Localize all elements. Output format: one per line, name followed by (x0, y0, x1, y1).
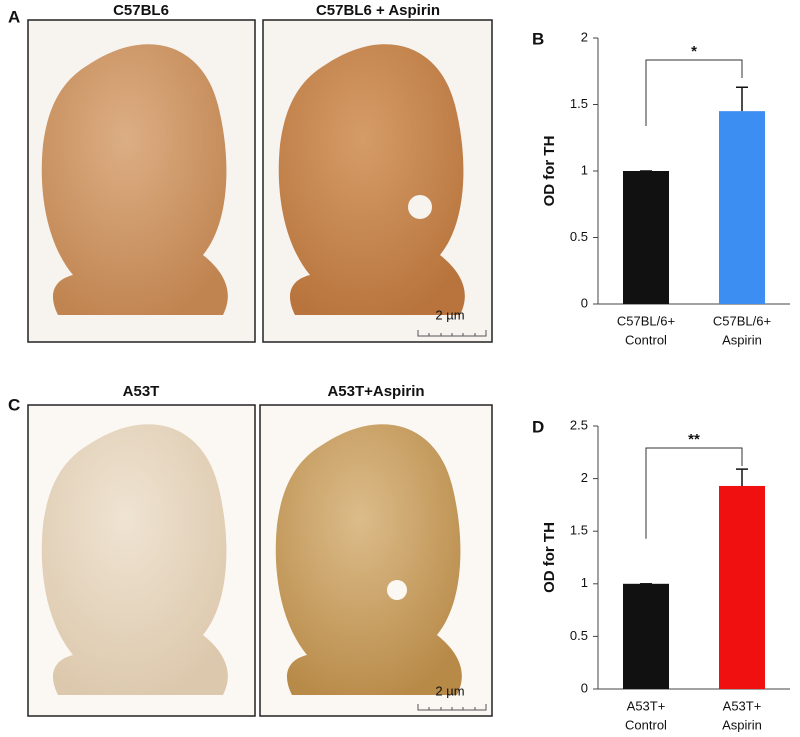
scale-bar-label: 2 µm (435, 683, 464, 698)
image-caption: C57BL6 (113, 2, 169, 19)
scale-bar (417, 704, 487, 711)
y-tick-label: 2 (581, 470, 588, 485)
x-tick-label: Aspirin (722, 717, 762, 732)
x-tick-label: Control (625, 332, 667, 347)
y-tick-label: 1 (581, 162, 588, 177)
bar (719, 111, 765, 305)
significance-label: * (691, 43, 697, 60)
image-caption: A53T+Aspirin (327, 383, 424, 400)
error-bar (736, 468, 748, 486)
y-tick-label: 0 (581, 295, 588, 310)
panel-letter: C (8, 395, 20, 414)
x-tick-label: Aspirin (722, 332, 762, 347)
y-tick-label: 2 (581, 29, 588, 44)
significance-bracket (645, 447, 743, 539)
image-caption: C57BL6 + Aspirin (316, 2, 440, 19)
tissue-hole (387, 580, 407, 600)
x-tick-label: A53T+ (627, 698, 666, 713)
y-tick-label: 0.5 (570, 229, 588, 244)
panel-letter: D (532, 417, 544, 436)
panel-letter: A (8, 7, 20, 26)
bar (623, 171, 669, 304)
significance-label: ** (688, 431, 700, 448)
image-caption: A53T (123, 383, 160, 400)
y-tick-label: 0 (581, 680, 588, 695)
y-tick-label: 1.5 (570, 96, 588, 111)
scale-bar-label: 2 µm (435, 307, 464, 322)
scale-bar (417, 330, 487, 337)
panel-letter: B (532, 29, 544, 48)
x-tick-label: A53T+ (723, 698, 762, 713)
y-tick-label: 1 (581, 575, 588, 590)
bar (623, 583, 669, 689)
significance-bracket (645, 59, 743, 126)
tissue-hole (408, 195, 432, 219)
y-axis-label: OD for TH (541, 136, 558, 207)
x-tick-label: C57BL/6+ (617, 313, 675, 328)
y-axis-label: OD for TH (541, 522, 558, 593)
bar (719, 485, 765, 689)
x-tick-label: Control (625, 717, 667, 732)
error-bar (736, 86, 748, 112)
y-tick-label: 0.5 (570, 628, 588, 643)
y-tick-label: 2.5 (570, 417, 588, 432)
x-tick-label: C57BL/6+ (713, 313, 771, 328)
y-tick-label: 1.5 (570, 523, 588, 538)
